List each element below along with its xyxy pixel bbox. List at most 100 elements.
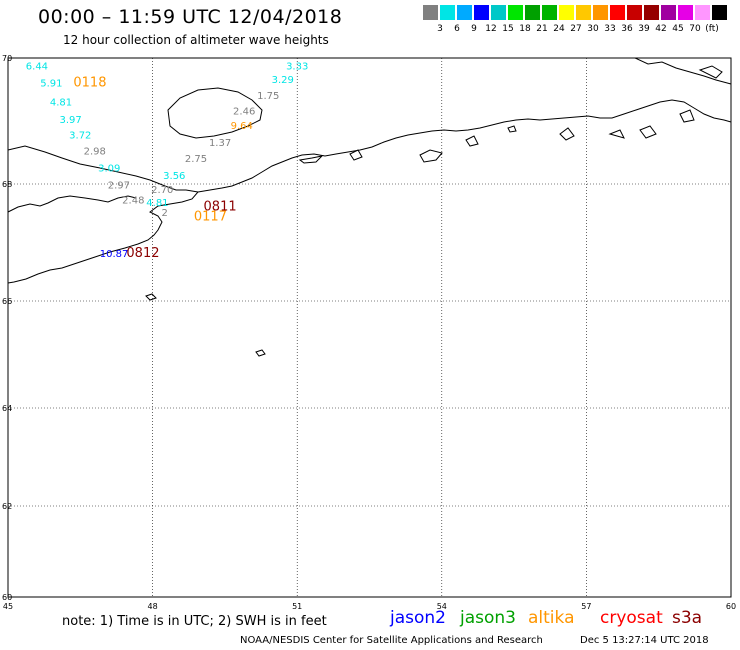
coastline-segment xyxy=(167,87,263,139)
swh-value: 4.81 xyxy=(50,97,72,108)
scale-swatch xyxy=(508,5,523,20)
swh-value: 3.09 xyxy=(98,163,120,174)
scale-swatch xyxy=(474,5,489,20)
coastline-segment xyxy=(7,145,199,284)
coastline-segment xyxy=(698,65,723,79)
scale-swatch xyxy=(678,5,693,20)
pass-time-label: 0117 xyxy=(194,209,227,224)
lat-tick-label: 70 xyxy=(2,54,12,63)
coastline-segment xyxy=(465,135,479,147)
axis-labels: 45 48 51 54 57 60 70 68 66 64 62 60 xyxy=(2,54,736,611)
scale-label: 9 xyxy=(471,24,477,34)
swh-value: 1.37 xyxy=(209,138,231,149)
scale-swatch xyxy=(627,5,642,20)
wave-height-observations: 6.445.914.813.973.722.983.092.972.48 4.81… xyxy=(26,61,309,260)
coastline-segment xyxy=(197,99,732,193)
scale-label: 70 xyxy=(689,24,701,34)
legend-jason2: jason2 xyxy=(390,608,446,628)
swh-value: 4.81 xyxy=(146,198,168,209)
scale-label: 12 xyxy=(485,24,497,34)
swh-value: 9.64 xyxy=(231,121,253,132)
pass-time-label: 0812 xyxy=(126,246,159,261)
scale-swatch xyxy=(542,5,557,20)
scale-label: 45 xyxy=(672,24,684,34)
generated-timestamp: Dec 5 13:27:14 UTC 2018 xyxy=(580,635,709,646)
lon-tick-label: 57 xyxy=(581,602,591,611)
swh-value: 2.70 xyxy=(151,185,173,196)
map-frame xyxy=(7,57,732,598)
scale-label: 15 xyxy=(502,24,514,34)
lon-tick-label: 54 xyxy=(437,602,447,611)
lat-lon-grid xyxy=(7,57,732,598)
scale-swatch xyxy=(610,5,625,20)
swh-value: 6.44 xyxy=(26,61,48,72)
lat-tick-label: 68 xyxy=(2,180,12,189)
lon-tick-label: 45 xyxy=(3,602,13,611)
coastline xyxy=(7,57,732,357)
scale-label: 39 xyxy=(638,24,650,34)
coastline-segment xyxy=(7,195,137,213)
legend-s3a: s3a xyxy=(672,608,703,628)
coastline-segment xyxy=(349,149,363,161)
scale-label: 30 xyxy=(587,24,599,34)
swh-value: 2.75 xyxy=(185,154,207,165)
swh-value: 3.56 xyxy=(163,171,185,182)
scale-label: 18 xyxy=(519,24,531,34)
lon-tick-label: 51 xyxy=(292,602,302,611)
swh-value: 2.46 xyxy=(233,107,255,118)
pass-time-label: 0118 xyxy=(73,75,106,90)
scale-label: 21 xyxy=(536,24,548,34)
scale-swatch xyxy=(491,5,506,20)
credit-text: NOAA/NESDIS Center for Satellite Applica… xyxy=(240,635,543,646)
legend-jason3: jason3 xyxy=(460,608,516,628)
scale-label: 33 xyxy=(604,24,616,34)
swh-value: 2.48 xyxy=(122,195,144,206)
footer-note: note: 1) Time is in UTC; 2) SWH is in fe… xyxy=(62,614,327,629)
scale-swatch xyxy=(661,5,676,20)
swh-value: 10.87 xyxy=(100,249,129,260)
scale-label: 27 xyxy=(570,24,582,34)
swh-value: 2 xyxy=(161,208,167,219)
swh-value: 2.97 xyxy=(108,181,130,192)
scale-swatch xyxy=(695,5,710,20)
swh-value: 2.98 xyxy=(84,146,106,157)
coastline-segment xyxy=(679,109,695,123)
scale-label: 6 xyxy=(454,24,460,34)
pass-time-label: 0811 xyxy=(204,199,237,214)
legend-cryosat: cryosat xyxy=(600,608,663,628)
coastline-segment xyxy=(559,127,575,141)
map-subtitle: 12 hour collection of altimeter wave hei… xyxy=(63,33,329,47)
coastline-segment xyxy=(145,293,157,301)
lon-tick-label: 48 xyxy=(148,602,158,611)
scale-swatch xyxy=(525,5,540,20)
scale-label: 24 xyxy=(553,24,565,34)
scale-swatch xyxy=(593,5,608,20)
scale-swatch xyxy=(712,5,727,20)
scale-swatch xyxy=(644,5,659,20)
lat-tick-label: 62 xyxy=(2,502,12,511)
swh-value: 1.75 xyxy=(257,91,279,102)
scale-label: 42 xyxy=(655,24,667,34)
coastline-segment xyxy=(419,149,443,163)
map-title: 00:00 – 11:59 UTC 12/04/2018 xyxy=(38,6,343,28)
scale-label: (ft) xyxy=(705,24,719,34)
legend-altika: altika xyxy=(528,608,575,628)
lat-tick-label: 60 xyxy=(2,593,12,602)
scale-swatch xyxy=(576,5,591,20)
scale-label: 3 xyxy=(437,24,443,34)
coastline-segment xyxy=(255,349,266,357)
scale-swatch xyxy=(559,5,574,20)
scale-swatch xyxy=(457,5,472,20)
coastline-segment xyxy=(298,155,324,164)
scale-swatch xyxy=(423,5,438,20)
coastline-segment xyxy=(639,125,657,139)
coastline-segment xyxy=(608,129,625,139)
swh-value: 3.29 xyxy=(272,75,294,86)
swh-value: 3.72 xyxy=(69,131,91,142)
swh-value: 5.91 xyxy=(40,78,62,89)
coastline-segment xyxy=(507,125,517,133)
lon-tick-label: 60 xyxy=(726,602,736,611)
swh-value: 3.97 xyxy=(60,115,82,126)
